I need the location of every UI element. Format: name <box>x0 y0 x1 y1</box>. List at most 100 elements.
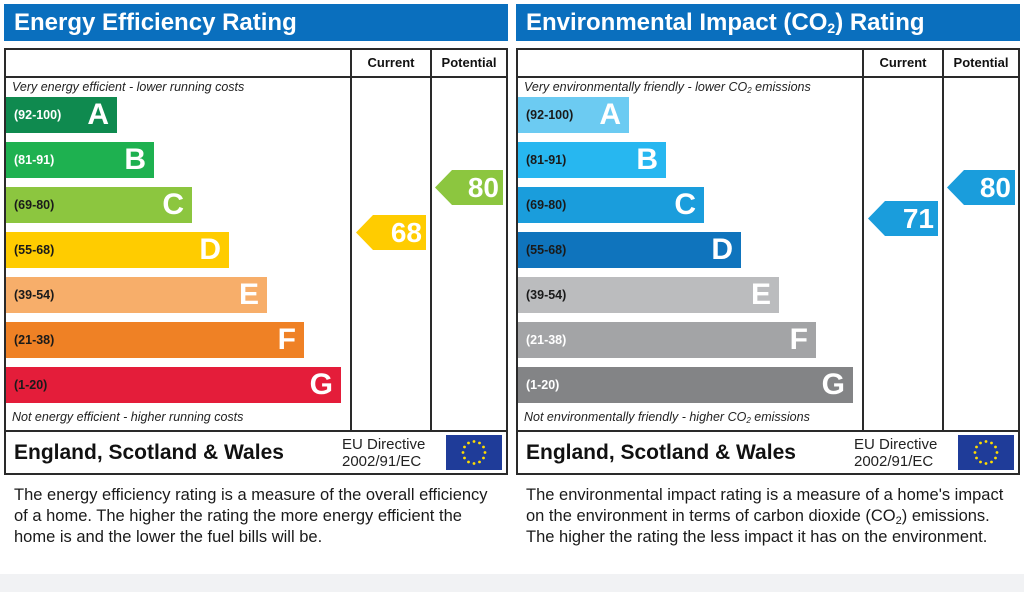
band-letter: B <box>124 143 146 176</box>
arrow-shape <box>356 215 426 250</box>
rating-band-g: (1-20) G <box>6 367 341 403</box>
band-range: (69-80) <box>14 198 55 212</box>
band-range: (55-68) <box>526 243 567 257</box>
top-note: Very energy efficient - lower running co… <box>12 80 245 94</box>
arrow-shape <box>947 170 1015 205</box>
eu-flag-icon <box>958 435 1014 470</box>
band-letter: F <box>789 323 808 356</box>
eu-star <box>472 440 476 443</box>
rating-band-a: (92-100) A <box>6 97 117 133</box>
eu-star <box>975 445 978 449</box>
eu-star <box>467 441 470 445</box>
rating-band-f: (21-38) F <box>518 322 816 358</box>
column-divider <box>942 50 944 430</box>
eu-star <box>994 456 997 460</box>
eu-star <box>984 462 988 465</box>
eu-star <box>463 456 466 460</box>
rating-band-b: (81-91) B <box>6 142 154 178</box>
footer-divider <box>6 430 506 432</box>
top-note-text: Very environmentally friendly - lower CO <box>524 80 748 94</box>
current-rating-value: 71 <box>902 203 934 234</box>
rating-band-d: (55-68) D <box>6 232 229 268</box>
eu-star <box>461 451 465 454</box>
column-header-potential: Potential <box>441 55 497 70</box>
band-letter: G <box>309 368 333 401</box>
potential-rating-value: 80 <box>467 172 499 203</box>
rating-band-a: (92-100) A <box>518 97 629 133</box>
eu-directive: EU Directive 2002/91/EC <box>342 436 425 470</box>
header-divider <box>518 76 1018 78</box>
bottom-note-subscript: 2 <box>746 416 751 425</box>
eu-star <box>990 460 993 464</box>
eu-star <box>482 445 485 449</box>
rating-band-d: (55-68) D <box>518 232 741 268</box>
bottom-note-text-end: emissions <box>750 410 810 424</box>
eu-star <box>973 451 977 454</box>
band-range: (92-100) <box>14 108 62 122</box>
band-letter: F <box>277 323 296 356</box>
title-subscript: 2 <box>827 20 836 36</box>
eu-star <box>467 460 470 464</box>
potential-rating-arrow: 80 <box>947 170 1015 205</box>
eu-star <box>984 440 988 443</box>
description-subscript: 2 <box>895 515 902 527</box>
column-divider <box>862 50 864 430</box>
potential-rating-arrow: 80 <box>435 170 503 205</box>
band-range: (1-20) <box>526 378 560 392</box>
eu-star <box>463 445 466 449</box>
band-range: (39-54) <box>14 288 55 302</box>
directive-line-1: EU Directive <box>342 436 426 453</box>
column-divider <box>430 50 432 430</box>
band-range: (39-54) <box>526 288 567 302</box>
eu-directive: EU Directive 2002/91/EC <box>854 436 937 470</box>
band-letter: D <box>199 233 221 266</box>
band-letter: B <box>636 143 658 176</box>
eu-star <box>482 456 485 460</box>
rating-band-e: (39-54) E <box>518 277 779 313</box>
band-range: (69-80) <box>526 198 567 212</box>
column-header-current: Current <box>879 55 927 70</box>
title-text-end: ) Rating <box>835 9 925 36</box>
table-footer: England, Scotland & Wales EU Directive 2… <box>6 432 506 473</box>
directive-line-2: 2002/91/EC <box>854 453 934 470</box>
environmental-impact-panel: Environmental Impact (CO2) Rating Curren… <box>512 0 1020 574</box>
column-divider <box>350 50 352 430</box>
eu-star <box>979 441 982 445</box>
directive-line-2: 2002/91/EC <box>342 453 422 470</box>
rating-band-f: (21-38) F <box>6 322 304 358</box>
directive-line-1: EU Directive <box>854 436 938 453</box>
current-rating-arrow: 68 <box>356 215 426 250</box>
energy-efficiency-title: Energy Efficiency Rating <box>4 4 508 41</box>
arrow-shape <box>868 201 938 236</box>
band-letter: A <box>87 98 109 131</box>
title-text: Environmental Impact (CO <box>526 9 828 36</box>
bottom-note: Not environmentally friendly - higher CO… <box>524 410 810 425</box>
eu-star <box>994 445 997 449</box>
description-text: The environmental impact rating is a mea… <box>526 486 1004 525</box>
footer-divider <box>518 430 1018 432</box>
top-note-subscript: 2 <box>747 86 752 95</box>
arrow-shape <box>435 170 503 205</box>
eu-flag-icon <box>446 435 502 470</box>
band-range: (21-38) <box>14 333 55 347</box>
eu-star <box>995 451 999 454</box>
band-range: (81-91) <box>14 153 55 167</box>
band-letter: E <box>750 278 771 311</box>
region-label: England, Scotland & Wales <box>14 441 284 464</box>
energy-efficiency-table: Current Potential Very energy efficient … <box>4 48 508 475</box>
top-note: Very environmentally friendly - lower CO… <box>524 80 811 95</box>
potential-rating-value: 80 <box>979 172 1011 203</box>
current-rating-arrow: 71 <box>868 201 938 236</box>
eu-star <box>478 441 481 445</box>
environmental-impact-description: The environmental impact rating is a mea… <box>526 485 1016 548</box>
column-header-potential: Potential <box>953 55 1009 70</box>
rating-band-b: (81-91) B <box>518 142 666 178</box>
eu-star <box>990 441 993 445</box>
band-letter: D <box>711 233 733 266</box>
eu-star <box>478 460 481 464</box>
environmental-impact-table: Current Potential Very environmentally f… <box>516 48 1020 475</box>
bottom-strip <box>0 574 1024 592</box>
band-range: (1-20) <box>14 378 48 392</box>
region-label: England, Scotland & Wales <box>526 441 796 464</box>
description-text-end: ) emissions. The higher the rating the l… <box>526 507 990 546</box>
